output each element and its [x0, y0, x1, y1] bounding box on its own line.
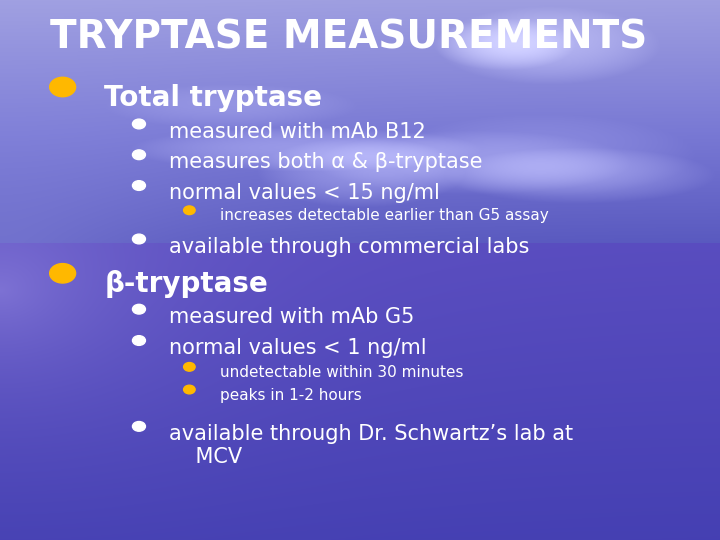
Circle shape — [184, 385, 195, 394]
Circle shape — [132, 422, 145, 431]
Text: increases detectable earlier than G5 assay: increases detectable earlier than G5 ass… — [220, 208, 549, 224]
Text: measured with mAb G5: measured with mAb G5 — [169, 307, 415, 327]
Text: TRYPTASE MEASUREMENTS: TRYPTASE MEASUREMENTS — [50, 19, 648, 57]
Circle shape — [132, 181, 145, 191]
Text: normal values < 1 ng/ml: normal values < 1 ng/ml — [169, 338, 427, 358]
Circle shape — [50, 77, 76, 97]
Text: available through commercial labs: available through commercial labs — [169, 237, 530, 256]
Circle shape — [184, 206, 195, 214]
Circle shape — [50, 264, 76, 283]
Text: available through Dr. Schwartz’s lab at
    MCV: available through Dr. Schwartz’s lab at … — [169, 424, 573, 467]
Text: undetectable within 30 minutes: undetectable within 30 minutes — [220, 365, 463, 380]
Circle shape — [184, 362, 195, 371]
Text: Total tryptase: Total tryptase — [104, 84, 323, 112]
Text: measured with mAb B12: measured with mAb B12 — [169, 122, 426, 141]
Circle shape — [132, 305, 145, 314]
Text: normal values < 15 ng/ml: normal values < 15 ng/ml — [169, 183, 440, 203]
Circle shape — [132, 119, 145, 129]
Text: β-tryptase: β-tryptase — [104, 270, 268, 298]
Circle shape — [132, 234, 145, 244]
Text: measures both α & β-tryptase: measures both α & β-tryptase — [169, 152, 482, 172]
Circle shape — [132, 150, 145, 160]
Circle shape — [132, 336, 145, 346]
Text: peaks in 1-2 hours: peaks in 1-2 hours — [220, 388, 361, 403]
